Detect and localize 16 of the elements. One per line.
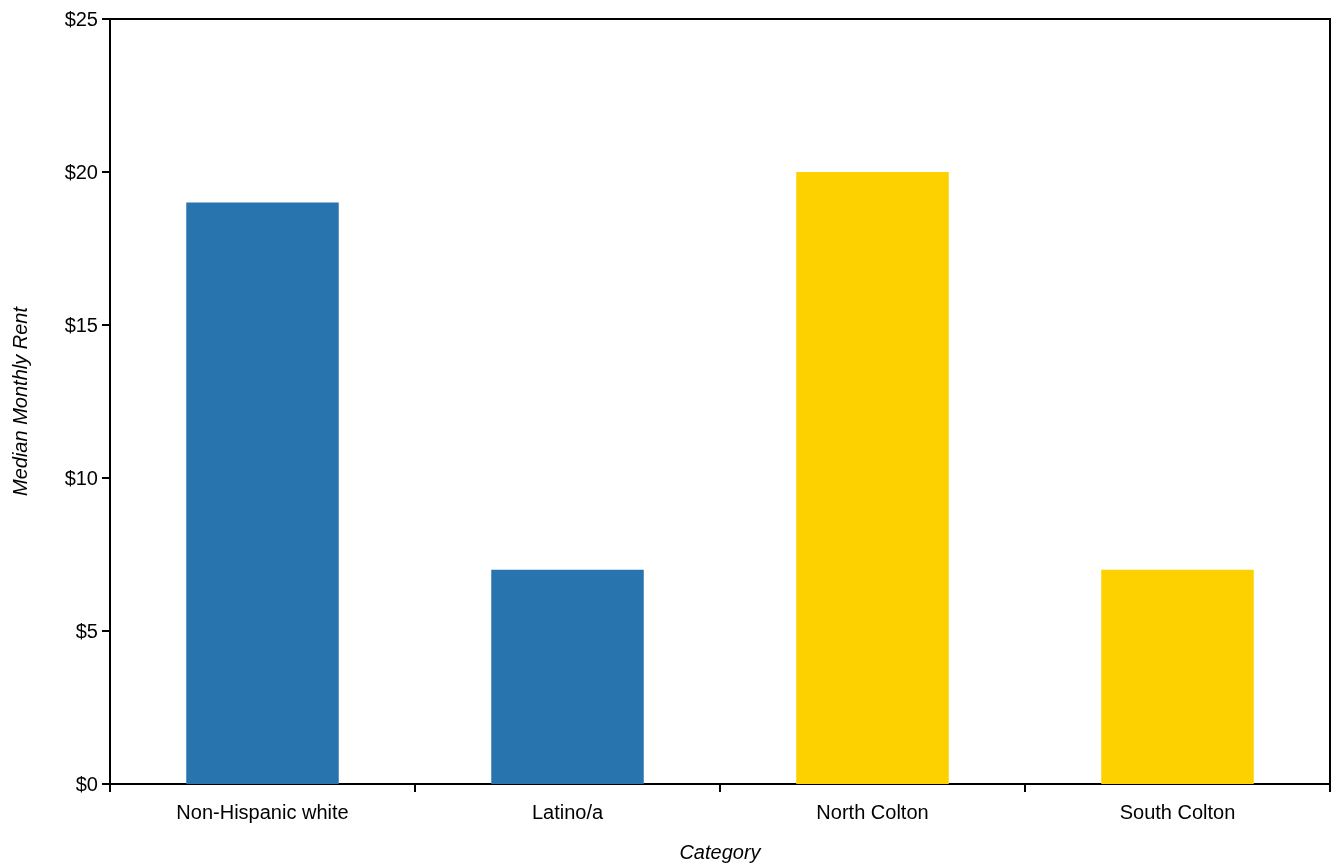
y-tick-label: $5 <box>75 620 98 642</box>
x-tick-label: South Colton <box>1119 801 1236 823</box>
x-tick-label: Non-Hispanic white <box>176 801 349 823</box>
bar <box>186 202 339 784</box>
x-axis-title: Category <box>679 841 762 863</box>
y-tick-label: $10 <box>64 467 98 489</box>
x-tick-label: North Colton <box>816 801 929 823</box>
x-tick-label: Latino/a <box>531 801 604 823</box>
y-tick-label: $20 <box>64 161 98 183</box>
bar <box>491 569 644 784</box>
y-axis-title: Median Monthly Rent <box>9 305 31 496</box>
bar <box>1101 569 1254 784</box>
y-tick-label: $15 <box>64 314 98 336</box>
y-tick-label: $0 <box>75 773 98 795</box>
bar <box>796 172 949 784</box>
y-tick-label: $25 <box>64 8 98 30</box>
